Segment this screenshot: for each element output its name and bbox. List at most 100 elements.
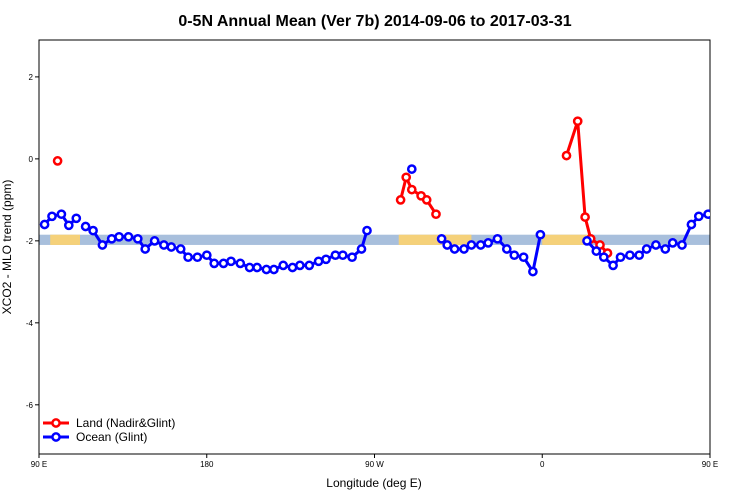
legend-item-ocean: Ocean (Glint)	[43, 430, 147, 444]
series-1-point-4-11	[677, 240, 687, 250]
series-1-point-3-1	[442, 240, 453, 250]
series-1-point-4-17	[731, 223, 738, 230]
chart-title: 0-5N Annual Mean (Ver 7b) 2014-09-06 to …	[178, 13, 571, 30]
series-0-point-1-0	[395, 195, 406, 205]
surface-band	[39, 234, 710, 245]
legend-item-land: Land (Nadir&Glint)	[43, 416, 175, 430]
series-1-point-1-32	[356, 244, 367, 254]
series-1-point-1-29	[330, 250, 341, 261]
series-1-point-4-15	[712, 222, 719, 229]
series-1-point-1-25	[295, 260, 305, 271]
series-1-point-1-23	[278, 260, 289, 271]
ocean-band	[39, 234, 710, 245]
series-1-point-1-9	[159, 240, 169, 250]
y-axis-label: XCO2 - MLO trend (ppm)	[0, 180, 14, 315]
series-1-point-1-33	[362, 225, 372, 236]
plot-frame	[38, 39, 711, 455]
series-0-point-1-1	[401, 172, 412, 183]
series-1-point-1-22	[269, 264, 279, 275]
x-tick-label-3: 0	[540, 460, 545, 469]
plot-axes: 90 E 180 90 W 0 90 E 2 0 -2 -4 -6	[26, 39, 718, 469]
series-0-point-2-1	[572, 116, 583, 127]
x-tick-label-1: 180	[200, 460, 214, 469]
series-1-point-0-3	[63, 220, 74, 231]
series-1-point-4-6	[634, 250, 645, 261]
series-1-point-1-8	[149, 236, 160, 246]
legend-label-ocean: Ocean (Glint)	[76, 430, 147, 444]
x-axis-label: Longitude (deg E)	[326, 476, 421, 490]
y-tick-label-0: 2	[29, 73, 34, 82]
series-1-point-4-7	[641, 244, 652, 254]
series-layer	[39, 116, 745, 277]
series-1-point-1-31	[347, 252, 357, 263]
series-1-point-1-27	[313, 256, 324, 267]
series-1-point-1-15	[209, 258, 220, 269]
series-1-point-1-14	[201, 250, 212, 261]
land-band-0	[50, 234, 81, 245]
series-1-point-0-2	[56, 209, 67, 220]
legend-marker-land	[51, 418, 61, 428]
x-tick-label-4: 90 E	[702, 460, 718, 469]
series-1-point-3-6	[483, 238, 494, 248]
series-1-point-4-0	[582, 236, 592, 246]
series-1-point-4-16	[721, 215, 728, 222]
series-1-point-1-1	[88, 225, 98, 236]
series-1-point-4-4	[615, 252, 626, 263]
series-1-point-1-19	[244, 262, 255, 273]
series-1-point-3-2	[449, 244, 460, 254]
series-1-point-4-13	[693, 211, 704, 222]
series-1-point-3-4	[466, 240, 477, 250]
series-1-point-1-17	[226, 256, 236, 267]
x-tick-label-2: 90 W	[365, 460, 384, 469]
series-1-point-3-5	[475, 240, 486, 250]
series-1-point-1-16	[218, 258, 229, 269]
series-1-point-1-26	[304, 260, 315, 271]
series-1-point-1-12	[183, 252, 193, 263]
series-1-point-4-14	[703, 209, 710, 220]
series-0	[52, 116, 613, 258]
legend: Land (Nadir&Glint) Ocean (Glint)	[43, 416, 175, 444]
y-tick-label-2: -2	[26, 237, 34, 246]
series-1-point-1-20	[252, 262, 262, 273]
series-1-point-1-11	[175, 244, 186, 254]
series-1-point-4-9	[660, 244, 671, 254]
series-1-point-1-7	[140, 244, 151, 254]
series-1-point-3-11	[528, 266, 538, 277]
y-tick-label-1: 0	[29, 155, 34, 164]
series-1-point-1-30	[337, 250, 348, 261]
y-tick-label-3: -4	[26, 319, 34, 328]
series-1-point-4-18	[738, 227, 745, 234]
series-1-point-3-9	[509, 250, 520, 261]
series-1-point-1-21	[261, 264, 272, 275]
series-1-point-1-24	[287, 262, 298, 273]
series-1-point-1-4	[114, 231, 124, 242]
series-1-point-3-7	[492, 233, 503, 244]
series-1-point-0-0	[39, 219, 50, 230]
series-1-point-1-0	[80, 221, 91, 232]
series-1-point-4-8	[651, 240, 661, 250]
series-1-point-1-2	[97, 240, 108, 250]
series-1-point-1-3	[106, 233, 117, 244]
series-0-line-2	[565, 119, 609, 255]
series-1-point-1-6	[132, 233, 143, 244]
series-1-point-3-3	[459, 244, 469, 254]
series-1-point-4-1	[591, 246, 602, 256]
series-1-point-3-10	[518, 252, 529, 263]
series-1-point-4-2	[598, 252, 609, 263]
series-1-point-3-8	[501, 244, 512, 254]
series-0-point-2-2	[580, 212, 590, 222]
series-0-point-1-5	[431, 209, 441, 220]
series-1-point-1-28	[321, 254, 331, 265]
series-1-point-4-3	[608, 260, 618, 271]
series-1-point-4-5	[625, 250, 635, 261]
series-1-point-0-4	[71, 213, 82, 224]
legend-label-land: Land (Nadir&Glint)	[76, 416, 175, 430]
series-1-point-3-0	[436, 233, 447, 244]
series-0-point-0-0	[52, 156, 63, 166]
land-band-1	[398, 234, 472, 245]
series-0-point-2-0	[561, 150, 572, 161]
series-1-point-0-1	[47, 211, 57, 222]
land-band-2	[542, 234, 589, 245]
series-1	[39, 164, 745, 277]
